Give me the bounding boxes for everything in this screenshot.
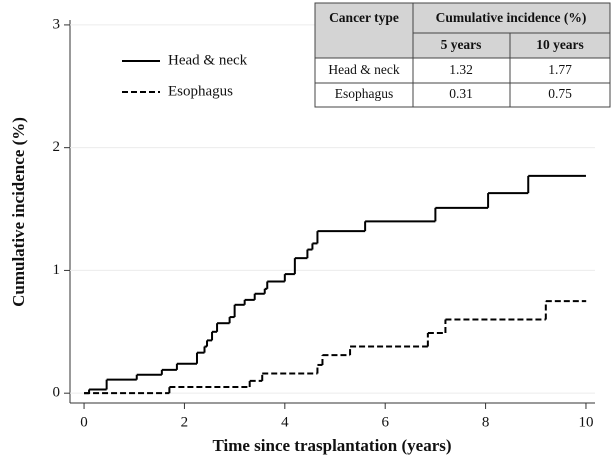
plot: 0 1 2 3 0 2 4 6 8 10 Head & neck Esophagus — [53, 16, 595, 430]
x-tick-label: 8 — [482, 414, 490, 430]
table-header-bg — [315, 3, 610, 58]
table-cell: Head & neck — [328, 62, 399, 77]
x-axis-label: Time since trasplantation (years) — [212, 436, 451, 455]
x-tick-label: 0 — [80, 414, 88, 430]
table-border — [314, 2, 611, 108]
x-tick-label: 2 — [181, 414, 189, 430]
series — [84, 174, 586, 395]
y-axis-label: Cumulative incidence (%) — [9, 117, 28, 307]
table-subheader: 5 years — [441, 37, 482, 52]
y-tick-label: 2 — [53, 139, 61, 155]
table-header: Cancer type — [329, 10, 399, 25]
y-tick-label: 1 — [53, 262, 61, 278]
table-cell: 1.77 — [548, 62, 572, 77]
table-cell: 0.31 — [449, 86, 473, 101]
x-tick-label: 4 — [281, 414, 289, 430]
x-tick-label: 10 — [578, 414, 593, 430]
legend-label: Esophagus — [168, 83, 233, 99]
y-tick-label: 3 — [53, 16, 61, 32]
x-tick-label: 6 — [381, 414, 389, 430]
y-tick-label: 0 — [53, 385, 61, 401]
table-cell: 1.32 — [449, 62, 473, 77]
legend-label: Head & neck — [168, 52, 248, 68]
table-cell: Esophagus — [335, 86, 394, 101]
table-subheader: 10 years — [536, 37, 584, 52]
table-header: Cumulative incidence (%) — [436, 10, 587, 25]
data-table: Cancer type Cumulative incidence (%) 5 y… — [314, 2, 611, 108]
series — [84, 300, 586, 395]
table-cell: 0.75 — [548, 86, 572, 101]
